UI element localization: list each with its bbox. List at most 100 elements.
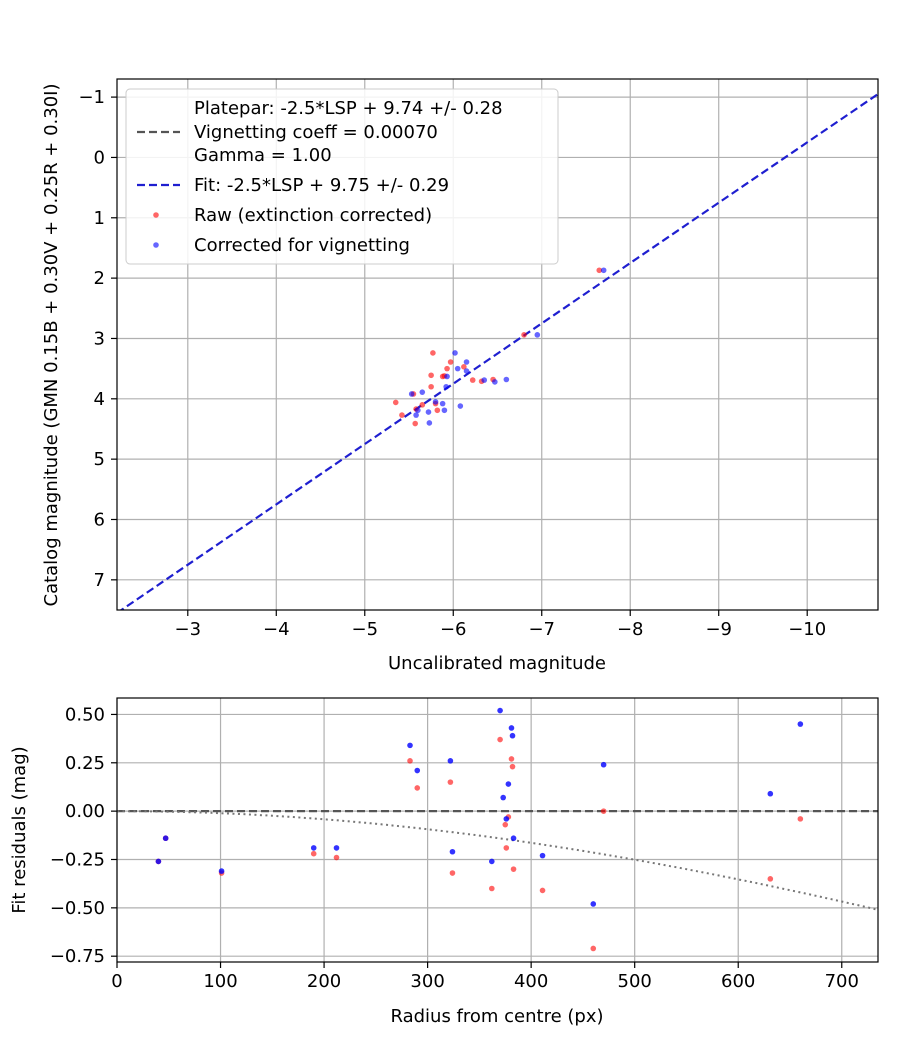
corrected-data-point (503, 376, 510, 383)
raw-residual-point (600, 808, 607, 814)
corrected-residual-point (508, 725, 515, 731)
legend-raw-marker (153, 212, 159, 218)
top-x-tick-label: −5 (351, 619, 378, 640)
corrected-residual-point (447, 758, 454, 764)
corrected-data-point (444, 373, 450, 380)
bottom-y-tick-label: −0.25 (50, 849, 105, 870)
raw-residual-point (539, 887, 546, 894)
top-x-tick-label: −3 (175, 619, 202, 640)
bottom-grid (116, 698, 878, 962)
bottom-y-tick-label: −0.75 (50, 946, 105, 967)
bottom-x-tick-label: 600 (721, 971, 755, 992)
bottom-x-ticks: 0 100 200 300 400 500 600 700 (111, 962, 859, 992)
raw-residual-point (767, 876, 774, 882)
top-y-tick-label: 6 (94, 509, 105, 530)
corrected-data-point (415, 407, 421, 414)
bottom-axes-frame (116, 697, 879, 963)
top-x-tick-label: −4 (263, 619, 290, 640)
corrected-residual-point (333, 845, 340, 851)
bottom-y-ticks: 0.50 0.25 0.00 −0.25 −0.50 −0.75 (50, 704, 117, 967)
top-x-tick-label: −6 (440, 619, 467, 640)
bottom-x-tick-label: 200 (307, 971, 341, 992)
bottom-y-tick-label: 0.25 (65, 753, 105, 774)
corrected-residual-point (310, 845, 317, 851)
raw-residual-point (797, 816, 804, 822)
corrected-data-point (408, 391, 415, 397)
raw-data-point (428, 383, 434, 390)
legend-corrected-label: Corrected for vignetting (194, 235, 410, 256)
corrected-data-point (425, 409, 432, 415)
raw-data-point (399, 412, 405, 418)
bottom-y-axis-label: Fit residuals (mag) (9, 746, 30, 913)
raw-residual-point (497, 736, 503, 743)
raw-residual-point (333, 854, 340, 861)
raw-data-point (469, 377, 476, 383)
raw-data-point (430, 350, 436, 356)
legend-raw-label: Raw (extinction corrected) (194, 205, 432, 226)
corrected-data-point (454, 365, 461, 372)
legend-box (125, 88, 559, 265)
top-y-tick-label: −1 (78, 87, 105, 108)
corrected-data-point (452, 350, 458, 356)
top-y-tick-label: 1 (94, 208, 105, 229)
top-y-tick-label: 0 (94, 147, 105, 168)
top-x-ticks: −3 −4 −5 −6 −7 −8 −9 −10 (175, 610, 826, 640)
corrected-residual-point (590, 901, 597, 907)
raw-data-point (428, 372, 434, 379)
corrected-residual-point (539, 852, 546, 859)
raw-data-point (444, 365, 450, 372)
raw-residual-point (503, 845, 510, 851)
top-y-axis-label: Catalog magnitude (GMN 0.15B + 0.30V + 0… (41, 83, 62, 606)
legend: Platepar: -2.5*LSP + 9.74 +/- 0.28 Vigne… (125, 88, 559, 265)
corrected-data-point (600, 267, 607, 274)
corrected-data-point (441, 407, 448, 414)
top-y-tick-label: 7 (94, 570, 105, 591)
bottom-x-tick-label: 300 (410, 971, 444, 992)
raw-data-point (412, 420, 419, 427)
corrected-data-point (457, 403, 464, 409)
corrected-residual-point (497, 707, 503, 714)
top-y-ticks: −1 0 1 2 3 4 5 6 7 (78, 87, 117, 591)
top-y-tick-label: 4 (94, 389, 105, 410)
top-y-tick-label: 3 (94, 328, 105, 349)
bottom-x-axis-label: Radius from centre (px) (390, 1006, 603, 1027)
raw-data-point (392, 399, 399, 406)
raw-data-point (434, 407, 441, 414)
top-y-tick-label: 5 (94, 449, 105, 470)
corrected-residual-point (510, 835, 517, 842)
residuals-plot: 0 100 200 300 400 500 600 700 0.50 0.25 0.00 −0.25… (9, 697, 879, 1027)
raw-residual-point (310, 850, 317, 857)
legend-corrected-marker (153, 242, 159, 248)
corrected-residual-point (503, 816, 510, 822)
legend-gamma-label: Gamma = 1.00 (194, 145, 332, 166)
corrected-data-point (426, 420, 433, 426)
raw-residual-point (509, 763, 516, 770)
vignetting-curve (117, 810, 878, 911)
raw-residual-point (590, 945, 597, 952)
corrected-data-point (481, 377, 488, 383)
legend-platepar-label: Platepar: -2.5*LSP + 9.74 +/- 0.28 (194, 98, 503, 119)
corrected-data-point (413, 412, 419, 418)
bottom-x-tick-label: 0 (111, 971, 122, 992)
raw-residual-point (407, 758, 413, 764)
raw-residual-point (510, 866, 517, 872)
raw-residual-point (489, 885, 495, 892)
bottom-x-tick-label: 700 (825, 971, 859, 992)
raw-data-point (419, 402, 426, 408)
corrected-residual-point (505, 781, 512, 787)
corrected-residual-point (797, 721, 804, 727)
bottom-y-tick-label: −0.50 (50, 898, 105, 919)
raw-data-point (521, 332, 527, 338)
corrected-residual-point (449, 848, 456, 855)
corrected-data-point (534, 332, 541, 338)
top-scatter-points (392, 267, 607, 427)
top-x-tick-label: −8 (617, 619, 644, 640)
raw-residual-point (502, 821, 509, 828)
bottom-x-tick-label: 100 (203, 971, 237, 992)
raw-residual-point (508, 756, 515, 762)
corrected-data-point (463, 359, 470, 365)
bottom-scatter-points (155, 707, 804, 952)
corrected-residual-point (218, 868, 225, 874)
legend-vignetting-label: Vignetting coeff = 0.00070 (194, 122, 438, 143)
